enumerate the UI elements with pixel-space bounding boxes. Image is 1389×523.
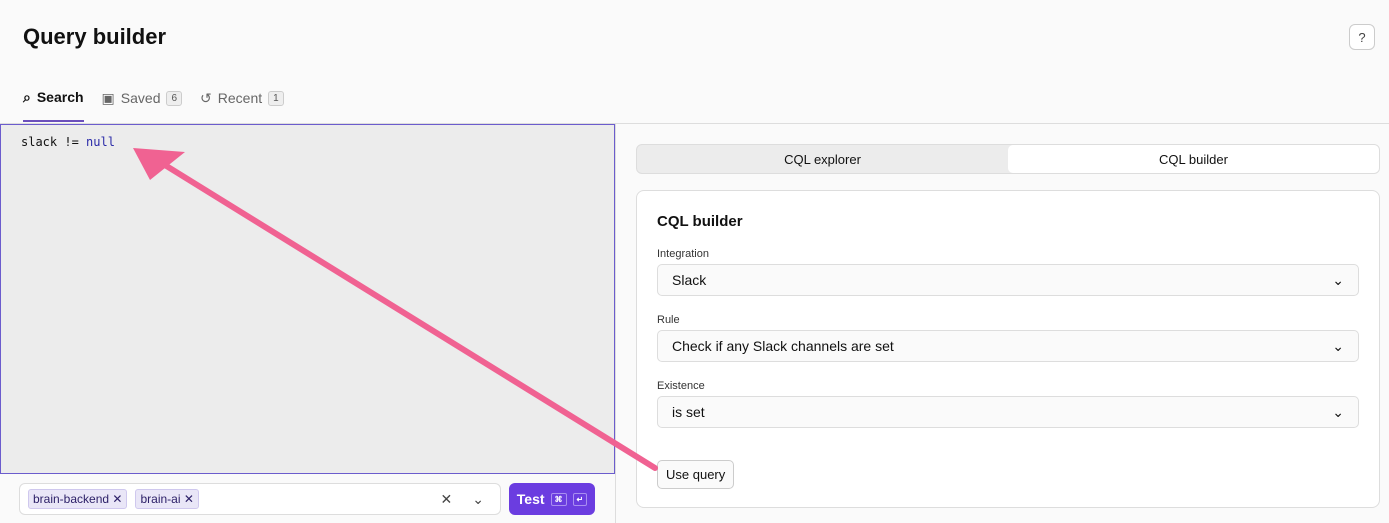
chevron-down-icon: ⌄	[1332, 337, 1344, 354]
integration-select[interactable]: Slack ⌄	[657, 264, 1359, 296]
enter-key-icon: ↵	[572, 492, 588, 506]
tab-recent[interactable]: ↺ Recent 1	[200, 86, 284, 122]
select-value: Slack	[672, 272, 707, 288]
test-button[interactable]: Test ⌘ ↵	[509, 483, 595, 515]
clear-icon[interactable]: ✕	[440, 490, 453, 507]
tab-label: Recent	[217, 90, 263, 106]
card-title: CQL builder	[657, 213, 743, 230]
divider	[615, 124, 616, 523]
tab-cql-builder[interactable]: CQL builder	[1008, 145, 1379, 173]
integration-label: Integration	[657, 248, 709, 260]
mode-toggle: CQL explorer CQL builder	[636, 144, 1380, 174]
tabs: ⌕ Search ▣ Saved 6 ↺ Recent 1	[23, 86, 284, 122]
tag: brain-backend ✕	[28, 489, 128, 509]
select-value: Check if any Slack channels are set	[672, 338, 894, 354]
test-label: Test	[516, 491, 545, 507]
code-text: slack !=	[21, 135, 87, 149]
tag: brain-ai ✕	[135, 489, 199, 509]
code-keyword: null	[86, 135, 115, 149]
search-icon: ⌕	[23, 88, 31, 105]
rule-label: Rule	[657, 314, 680, 326]
chevron-down-icon[interactable]: ⌄	[472, 490, 484, 507]
use-query-button[interactable]: Use query	[657, 460, 735, 489]
rule-select[interactable]: Check if any Slack channels are set ⌄	[657, 330, 1359, 362]
tag-label: brain-backend	[33, 492, 110, 506]
chevron-down-icon: ⌄	[1332, 403, 1344, 420]
tab-label: Saved	[120, 90, 161, 106]
cql-builder-card: CQL builder Integration Slack ⌄ Rule Chec…	[636, 190, 1380, 508]
existence-label: Existence	[657, 380, 705, 392]
tab-saved[interactable]: ▣ Saved 6	[102, 86, 183, 122]
save-icon: ▣	[101, 89, 115, 106]
tab-cql-explorer[interactable]: CQL explorer	[784, 151, 861, 167]
tab-label: Search	[36, 89, 84, 105]
query-editor[interactable]: slack != null	[0, 124, 615, 474]
page-title: Query builder	[23, 24, 167, 49]
tab-search[interactable]: ⌕ Search	[23, 86, 84, 122]
repo-filter-select[interactable]: brain-backend ✕ brain-ai ✕ ✕ ⌄	[19, 483, 501, 515]
select-value: is set	[672, 404, 705, 420]
chevron-down-icon: ⌄	[1332, 271, 1344, 288]
help-icon[interactable]: ?	[1349, 24, 1375, 50]
cmd-key-icon: ⌘	[550, 492, 567, 506]
existence-select[interactable]: is set ⌄	[657, 396, 1359, 428]
divider	[0, 123, 1389, 124]
count-badge: 6	[166, 90, 183, 106]
history-icon: ↺	[200, 89, 212, 106]
count-badge: 1	[268, 90, 284, 106]
remove-tag-icon[interactable]: ✕	[112, 492, 123, 506]
tag-label: brain-ai	[140, 492, 181, 506]
remove-tag-icon[interactable]: ✕	[183, 492, 194, 506]
